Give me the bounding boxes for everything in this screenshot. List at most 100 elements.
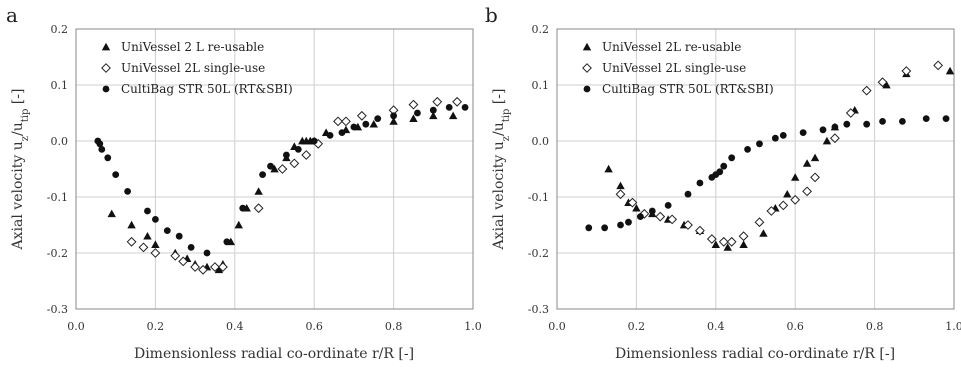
panel-b-marks bbox=[585, 60, 955, 251]
panel-a-series-2-point-10 bbox=[187, 244, 195, 251]
panel-a-series-2-point-12 bbox=[223, 238, 231, 246]
panel-a-series-1-point-0 bbox=[126, 236, 137, 247]
panel-a-series-2-point-26 bbox=[429, 106, 437, 114]
panel-a-series-0-point-26 bbox=[409, 114, 418, 122]
panel-b-x-ticks: 0.0 0.2 0.4 0.6 0.8 1.0 bbox=[548, 320, 961, 333]
panel-a-legend-marker-1 bbox=[101, 63, 111, 73]
panel-a-series-2-point-20 bbox=[338, 129, 346, 137]
panel-b-series-0-point-0 bbox=[604, 164, 613, 173]
panel-a-series-2-point-27 bbox=[445, 104, 453, 111]
panel-b-series-0-point-22 bbox=[945, 66, 955, 75]
panel-a-series-1-point-6 bbox=[198, 264, 208, 275]
panel-b-series-1-point-10 bbox=[738, 231, 749, 242]
panel-b-series-1-point-7 bbox=[706, 234, 717, 244]
panel-b-x-axis-label: Dimensionless radial co-ordinate r/R [-] bbox=[615, 346, 895, 362]
panel-b-series-0-point-10 bbox=[739, 240, 748, 248]
panel-a-ytick-label-1: -0.2 bbox=[47, 247, 68, 260]
panel-b-series-1-point-20 bbox=[877, 77, 888, 88]
panel-b-xtick-label-3: 0.6 bbox=[786, 320, 804, 333]
panel-a-xtick-label-3: 0.6 bbox=[305, 320, 323, 333]
panel-b-series-0-point-15 bbox=[802, 159, 812, 167]
panel-a-series-1-point-11 bbox=[289, 158, 300, 169]
panel-b-legend-label-0: UniVessel 2L re-usable bbox=[602, 40, 741, 54]
panel-a-series-0-point-11 bbox=[234, 220, 243, 229]
panel-a-series-2-point-7 bbox=[152, 216, 159, 223]
panel-a-chart: a -0.3 -0.2 -0.1 0.0 0.1 0.2 0.0 0.2 0.4 0.6 0.8 1… bbox=[6, 3, 482, 362]
panel-b-series-1-point-3 bbox=[655, 211, 666, 222]
panel-a-series-2-point-11 bbox=[203, 249, 211, 257]
panel-b-series-2-point-22 bbox=[863, 120, 871, 128]
panel-a-series-1-point-1 bbox=[138, 242, 149, 253]
panel-a-series-0-point-24 bbox=[369, 120, 378, 128]
panel-b-series-2-point-5 bbox=[648, 207, 656, 215]
panel-a-y-ticks: -0.3 -0.2 -0.1 0.0 0.1 0.2 bbox=[47, 23, 68, 316]
panel-b-series-2-point-26 bbox=[942, 115, 950, 122]
panel-b-series-0-point-9 bbox=[723, 243, 732, 251]
panel-a-plot-area bbox=[75, 28, 474, 310]
panel-a-series-1-point-12 bbox=[301, 150, 312, 160]
panel-b-series-2-point-16 bbox=[771, 134, 779, 142]
panel-a-xtick-label-1: 0.2 bbox=[147, 320, 165, 333]
panel-a-series-1-point-5 bbox=[190, 262, 201, 272]
panel-a-series-0-point-0 bbox=[107, 209, 116, 218]
panel-a-series-1-point-4 bbox=[178, 256, 189, 267]
panel-b-ytick-label-1: -0.2 bbox=[528, 247, 549, 260]
panel-a-series-2-point-6 bbox=[144, 207, 151, 215]
panel-b-y-ticks: -0.3 -0.2 -0.1 0.0 0.1 0.2 bbox=[528, 23, 549, 316]
panel-a-series-2-point-25 bbox=[414, 109, 421, 117]
panel-b-series-2-point-7 bbox=[684, 190, 692, 198]
panel-a-legend-label-1: UniVessel 2L single-use bbox=[121, 61, 265, 75]
panel-b-xtick-label-1: 0.2 bbox=[628, 320, 646, 333]
panel-b-series-2-point-2 bbox=[617, 221, 624, 229]
panel-b-y-axis-label: Axial velocity uz/utip [-] bbox=[491, 89, 512, 251]
panel-b-series-1-point-22 bbox=[933, 60, 944, 71]
panel-a-legend-marker-0 bbox=[101, 42, 111, 51]
panel-b-series-2-point-6 bbox=[664, 202, 672, 209]
panel-a-ytick-label-4: 0.1 bbox=[51, 79, 69, 92]
panel-a-series-0-point-25 bbox=[389, 117, 398, 125]
panel-b-series-1-point-6 bbox=[695, 225, 705, 236]
panel-b-series-2-point-11 bbox=[716, 168, 724, 176]
panel-b-series-1-point-15 bbox=[802, 186, 813, 197]
panel-a-series-2-point-13 bbox=[239, 204, 247, 212]
panel-b-legend-marker-1 bbox=[582, 63, 592, 73]
panel-a-x-axis-label: Dimensionless radial co-ordinate r/R [-] bbox=[134, 346, 414, 362]
panel-b-series-0-point-11 bbox=[759, 229, 768, 237]
panel-a-series-1-point-18 bbox=[408, 99, 419, 110]
panel-b-ytick-label-4: 0.1 bbox=[532, 79, 550, 92]
panel-a-series-1-point-7 bbox=[210, 262, 220, 272]
panel-a-y-axis-label: Axial velocity uz/utip [-] bbox=[10, 89, 31, 251]
panel-b-series-2-point-15 bbox=[756, 140, 763, 148]
panel-a-series-2-point-3 bbox=[104, 154, 112, 162]
panel-a-series-0-point-2 bbox=[143, 232, 152, 240]
panel-a-series-1-point-10 bbox=[277, 164, 288, 174]
panel-b-series-1-point-0 bbox=[615, 189, 626, 200]
panel-a-series-1-point-20 bbox=[452, 96, 463, 107]
panel-a-series-2-point-4 bbox=[112, 171, 120, 179]
panel-b-plot-area bbox=[556, 28, 955, 310]
panel-b-series-2-point-19 bbox=[819, 126, 827, 134]
panel-b-ytick-label-5: 0.2 bbox=[532, 23, 550, 36]
panel-b-ytick-label-0: -0.3 bbox=[528, 303, 549, 316]
panel-a-series-1-point-2 bbox=[150, 248, 161, 258]
panel-a-series-2-point-15 bbox=[267, 162, 274, 170]
panel-b-series-1-point-14 bbox=[790, 194, 801, 205]
panel-b-xtick-label-5: 1.0 bbox=[945, 320, 961, 333]
panel-b-series-2-point-17 bbox=[779, 132, 787, 139]
panel-a-series-0-point-27 bbox=[429, 111, 438, 120]
panel-b-series-2-point-4 bbox=[636, 213, 644, 221]
panel-a-series-2-point-23 bbox=[374, 115, 382, 122]
panel-b-series-2-point-25 bbox=[922, 115, 930, 122]
panel-a-series-0-point-3 bbox=[151, 240, 160, 248]
panel-b-chart: b -0.3 -0.2 -0.1 0.0 0.1 0.2 0.0 0.2 0.4 0.6 0.8 1… bbox=[485, 3, 961, 362]
panel-b-series-2-point-8 bbox=[696, 179, 704, 187]
panel-b-series-0-point-17 bbox=[822, 136, 832, 145]
panel-a-series-2-point-16 bbox=[283, 151, 290, 159]
panel-b-series-0-point-13 bbox=[783, 190, 792, 198]
panel-b-series-2-point-0 bbox=[585, 224, 593, 232]
panel-b-series-2-point-20 bbox=[831, 123, 839, 131]
panel-b-legend: UniVessel 2L re-usable UniVessel 2L singl… bbox=[582, 40, 774, 96]
panel-a-marks bbox=[94, 96, 469, 275]
panel-b-series-0-point-3 bbox=[632, 204, 641, 212]
